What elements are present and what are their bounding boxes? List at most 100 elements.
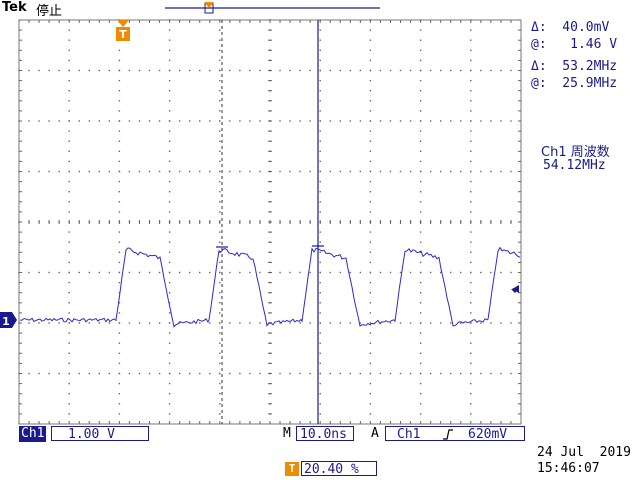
- graticule-dot: [339, 271, 341, 274]
- graticule-dot: [470, 120, 472, 122]
- graticule-dot: [379, 120, 382, 122]
- graticule-dot: [319, 352, 321, 354]
- graticule-dot: [28, 69, 30, 72]
- graticule-dot: [108, 120, 111, 122]
- trigger-channel[interactable]: Ch1: [397, 427, 421, 442]
- graticule-dot: [279, 271, 281, 274]
- graticule-dot: [419, 352, 422, 354]
- graticule-dot: [470, 191, 472, 193]
- graticule-dot: [219, 413, 221, 415]
- graticule-dot: [219, 312, 221, 314]
- graticule-dot: [148, 322, 151, 324]
- graticule-dot: [78, 120, 80, 122]
- graticule-dot: [470, 180, 472, 183]
- trigger-position[interactable]: 20.40 %: [304, 462, 359, 477]
- graticule-dot: [158, 372, 161, 375]
- graticule-dot: [28, 120, 30, 122]
- graticule-dot: [419, 322, 422, 324]
- graticule-dot: [369, 150, 372, 152]
- graticule-dot: [409, 322, 412, 324]
- graticule-dot: [470, 231, 472, 233]
- graticule-dot: [319, 302, 321, 304]
- graticule-dot: [349, 271, 352, 274]
- graticule-dot: [28, 271, 30, 274]
- graticule-dot: [279, 69, 281, 72]
- graticule-dot: [219, 261, 221, 264]
- graticule-dot: [369, 90, 372, 92]
- graticule-dot: [138, 372, 141, 375]
- graticule-dot: [118, 59, 121, 62]
- graticule-dot: [419, 372, 422, 375]
- graticule-dot: [409, 372, 412, 375]
- graticule-dot: [470, 281, 472, 284]
- graticule-dot: [429, 69, 432, 72]
- graticule-dot: [470, 271, 472, 274]
- graticule-dot: [419, 281, 422, 284]
- graticule-dot: [118, 413, 121, 415]
- graticule-dot: [68, 372, 70, 375]
- measurement-value: 54.12MHz: [543, 158, 606, 173]
- graticule-dot: [359, 120, 362, 122]
- graticule-dot: [118, 352, 121, 354]
- graticule-dot: [118, 79, 121, 82]
- graticule-dot: [359, 271, 362, 274]
- graticule-dot: [339, 170, 341, 173]
- graticule-dot: [319, 251, 321, 253]
- channel-badge[interactable]: Ch1: [19, 426, 47, 442]
- brand-logo: Tek: [2, 0, 27, 15]
- graticule-dot: [168, 49, 171, 51]
- measurement-label: Ch1 周波数: [541, 145, 610, 160]
- graticule-dot: [319, 312, 321, 314]
- graticule-dot: [369, 261, 372, 264]
- graticule-dot: [118, 100, 121, 102]
- ch1-trace: [19, 246, 521, 328]
- graticule-dot: [68, 342, 70, 344]
- record-trigger-icon: [204, 2, 214, 8]
- graticule-dot: [209, 69, 211, 72]
- graticule-dot: [219, 342, 221, 344]
- graticule-dot: [239, 372, 241, 375]
- graticule-dot: [470, 302, 472, 304]
- graticule-dot: [219, 322, 221, 324]
- graticule-dot: [470, 110, 472, 112]
- graticule-dot: [319, 322, 321, 324]
- graticule-dot: [259, 120, 261, 122]
- graticule-dot: [38, 271, 40, 274]
- channel-marker[interactable]: [0, 312, 17, 328]
- graticule-dot: [349, 120, 352, 122]
- graticule-dot: [209, 372, 211, 375]
- graticule-dot: [319, 393, 321, 395]
- graticule-dot: [490, 372, 492, 375]
- volts-per-div[interactable]: 1.00 V: [68, 427, 115, 442]
- graticule-dot: [199, 271, 201, 274]
- graticule-dot: [319, 241, 321, 243]
- graticule-dot: [98, 322, 101, 324]
- graticule-dot: [439, 322, 442, 324]
- graticule-dot: [419, 251, 422, 253]
- trigger-level[interactable]: 620mV: [468, 427, 508, 442]
- graticule-dot: [168, 322, 171, 324]
- graticule-dot: [219, 251, 221, 253]
- graticule-dot: [58, 322, 60, 324]
- graticule-dot: [379, 69, 382, 72]
- graticule-dot: [219, 39, 221, 41]
- graticule-dot: [369, 342, 372, 344]
- graticule-dot: [279, 322, 281, 324]
- graticule-dot: [369, 120, 372, 122]
- time-per-div[interactable]: 10.0ns: [300, 427, 347, 442]
- graticule-dot: [460, 120, 462, 122]
- graticule-dot: [118, 271, 121, 274]
- graticule-dot: [259, 322, 261, 324]
- graticule-dot: [439, 170, 442, 173]
- graticule-dot: [359, 69, 362, 72]
- graticule-dot: [369, 281, 372, 284]
- graticule-dot: [118, 382, 121, 385]
- graticule-dot: [229, 372, 231, 375]
- trigger-marker[interactable]: [116, 27, 130, 41]
- graticule-dot: [470, 352, 472, 354]
- graticule-dot: [48, 271, 50, 274]
- time-display: 15:46:07: [537, 461, 600, 476]
- graticule-dot: [209, 120, 211, 122]
- graticule-dot: [470, 69, 472, 72]
